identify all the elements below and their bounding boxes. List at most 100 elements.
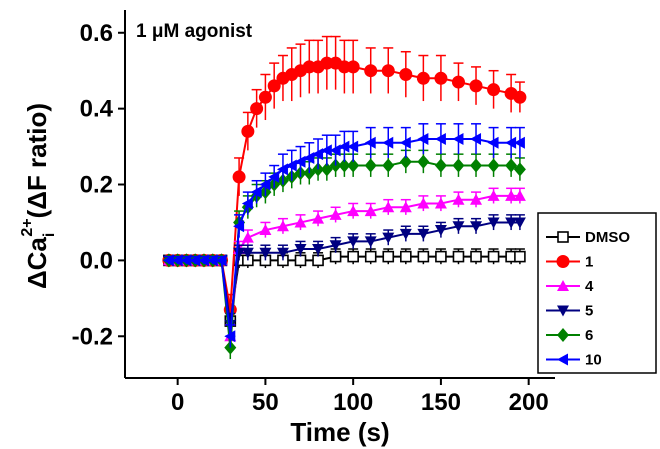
data-point	[469, 79, 483, 93]
annotation-label: 1 μM agonist	[136, 21, 253, 42]
data-point	[452, 221, 465, 233]
legend-entry: 10	[546, 352, 602, 369]
data-point	[258, 90, 272, 104]
data-point	[250, 186, 262, 199]
data-point	[329, 208, 342, 220]
data-point	[294, 254, 307, 267]
data-point	[417, 197, 430, 209]
data-point	[487, 83, 501, 97]
legend: DMSO 1 4 5 6 10	[537, 212, 657, 374]
data-point	[347, 158, 360, 173]
x-axis-title: Time (s)	[290, 417, 389, 447]
legend-label: 1	[585, 254, 593, 271]
data-point	[267, 79, 281, 93]
data-point	[276, 247, 289, 259]
data-point	[241, 124, 255, 138]
data-point	[197, 254, 209, 267]
data-point	[470, 193, 483, 205]
legend-entry: 4	[546, 278, 594, 295]
data-point	[233, 220, 245, 233]
y-tick-label: -0.2	[72, 323, 113, 350]
data-point	[452, 193, 465, 205]
data-point	[399, 228, 412, 240]
x-tick-label: 0	[171, 389, 184, 416]
data-point	[399, 201, 412, 213]
data-point	[487, 189, 500, 201]
data-point	[487, 250, 500, 263]
data-point	[329, 250, 342, 263]
data-point	[276, 220, 289, 232]
legend-label: 6	[585, 327, 593, 344]
y-ticks: -0.2 0.0 0.2 0.4 0.6	[72, 20, 125, 350]
data-point	[320, 162, 333, 177]
data-point	[338, 140, 350, 153]
axes: 0 50 100 150 200 -0.2 0.0 0.2 0.4 0.6	[72, 10, 555, 416]
legend-label: 10	[585, 352, 602, 369]
data-point	[513, 90, 527, 104]
data-point	[171, 254, 183, 267]
data-point	[487, 217, 500, 229]
data-point	[259, 224, 272, 236]
x-tick-label: 150	[421, 389, 461, 416]
legend-label: 4	[585, 278, 594, 295]
y-tick-label: 0.0	[80, 247, 113, 274]
data-point	[232, 170, 246, 184]
data-point	[347, 236, 360, 248]
legend-entry: DMSO	[546, 229, 630, 246]
data-point	[434, 225, 447, 237]
data-point	[470, 250, 482, 263]
series-4	[162, 187, 526, 348]
data-point	[312, 244, 325, 256]
y-tick-label: 0.2	[80, 172, 113, 199]
y-tick-label: 0.6	[80, 20, 113, 47]
data-point	[241, 231, 254, 243]
data-point	[364, 250, 377, 263]
data-point	[382, 232, 395, 244]
data-point	[162, 254, 174, 267]
data-point	[329, 144, 341, 157]
series-line	[168, 62, 521, 310]
series-10	[162, 123, 525, 348]
data-point	[329, 240, 342, 252]
legend-marker	[557, 280, 569, 291]
data-point	[452, 132, 464, 145]
data-point	[364, 64, 378, 78]
data-point	[382, 158, 395, 173]
data-point	[233, 247, 246, 259]
legend-entry: 6	[546, 327, 593, 344]
svg-text:ΔCai2+(ΔF ratio): ΔCai 2+(ΔF ratio)	[19, 103, 58, 289]
x-tick-label: 200	[509, 389, 549, 416]
data-point	[180, 254, 192, 267]
data-point	[435, 250, 447, 263]
data-point	[452, 250, 465, 263]
data-point	[417, 154, 430, 169]
data-point	[294, 155, 306, 168]
data-point	[268, 170, 280, 183]
data-point	[364, 136, 376, 149]
data-point	[224, 330, 236, 343]
data-point	[505, 158, 518, 173]
data-point	[364, 158, 377, 173]
data-point	[259, 247, 272, 259]
data-point	[399, 136, 411, 149]
plot-area	[162, 35, 527, 360]
legend-label: 5	[585, 303, 593, 320]
data-point	[434, 132, 446, 145]
data-point	[312, 148, 324, 161]
y-tick-label: 0.4	[80, 96, 114, 123]
data-point	[312, 254, 324, 267]
y-axis-title: ΔCai 2+(ΔF ratio)	[19, 103, 58, 289]
data-point	[347, 205, 360, 217]
data-point	[505, 136, 517, 149]
data-point	[364, 205, 377, 217]
data-point	[347, 250, 359, 263]
legend-marker	[557, 353, 568, 366]
data-point	[470, 221, 483, 233]
data-point	[382, 201, 395, 213]
data-point	[312, 212, 325, 224]
data-point	[416, 71, 430, 85]
data-point	[505, 217, 518, 229]
x-ticks: 0 50 100 150 200	[171, 378, 549, 416]
data-point	[338, 158, 351, 173]
